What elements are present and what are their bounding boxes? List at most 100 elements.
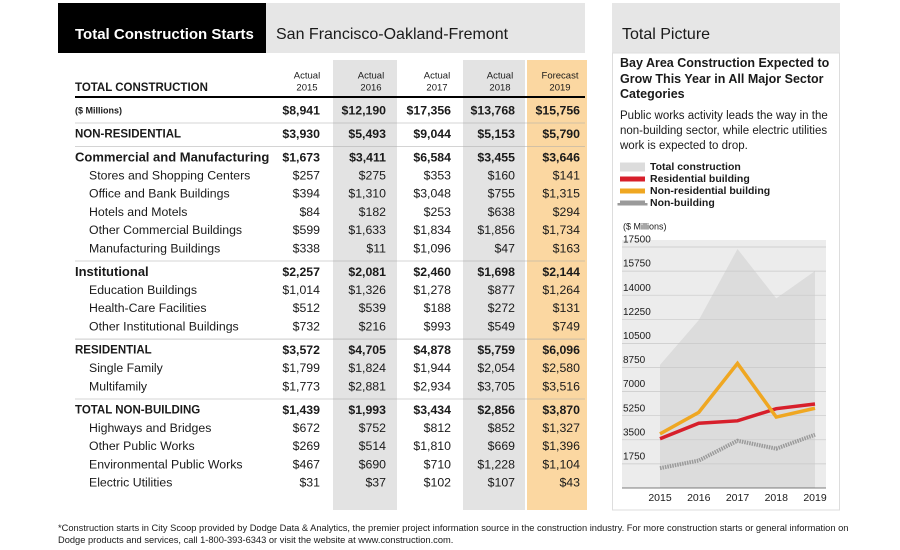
line [659,432,816,471]
cell: $1,014 [282,283,320,297]
cell: $5,790 [542,127,580,141]
row-label: Office and Bank Buildings [89,187,230,201]
column-year: 2016 [360,83,381,94]
sidebar-subtitle-box: Bay Area Construction Expected to Grow T… [620,56,830,101]
sidebar-text-box: Public works activity leads the way in t… [620,110,828,152]
x-tick-label: 2018 [765,492,789,504]
cell: $2,580 [542,361,580,375]
title: Total Construction Starts [75,26,254,43]
cell: $1,278 [413,283,451,297]
cell: $353 [424,168,452,182]
row-label: NON-RESIDENTIAL [75,129,181,141]
sidebar-subtitle: Bay Area Construction Expected to Grow T… [620,56,830,101]
cell: $5,493 [348,127,386,141]
cell: $47 [494,241,515,255]
cell: $638 [488,205,516,219]
row-label: Environmental Public Works [89,457,243,471]
cell: $512 [293,301,321,315]
column-year: 2018 [489,83,510,94]
cell: $852 [488,421,516,435]
column-year: 2015 [296,83,317,94]
y-tick-label: 15750 [623,259,651,270]
row-label: Commercial and Manufacturing [75,149,269,164]
y-tick-label: 7000 [623,379,646,390]
cell: $8,941 [282,103,320,117]
cell: $1,264 [542,283,580,297]
legend-swatch [620,162,645,172]
region-box [266,3,585,53]
row-label: Other Institutional Buildings [89,319,239,333]
cell: $294 [553,205,581,219]
legend-swatch [620,188,645,194]
cell: $1,228 [477,457,515,471]
cell: $2,881 [348,379,386,393]
cell: $216 [359,319,387,333]
cell: $672 [293,421,321,435]
cell: $163 [553,241,581,255]
cell: $1,734 [542,223,580,237]
cell: $9,044 [413,127,451,141]
cell: $2,856 [477,403,515,417]
footnote-box: *Construction starts in City Scoop provi… [58,523,849,545]
cell: $2,934 [413,379,451,393]
footnote: *Construction starts in City Scoop provi… [58,523,849,545]
cell: $131 [553,301,581,315]
cell: $2,257 [282,265,320,279]
cell: $188 [424,301,452,315]
cell: $3,411 [349,150,386,164]
column-status: Actual [358,71,384,82]
cell: $2,144 [542,265,580,279]
cell: $6,584 [413,150,451,164]
cell: $5,759 [477,343,515,357]
cell: $514 [359,439,387,453]
cell: $812 [424,421,452,435]
cell: $1,773 [282,379,320,393]
cell: $12,190 [342,103,387,117]
cell: $394 [293,187,321,201]
cell: $1,104 [542,457,580,471]
cell: $2,081 [348,265,386,279]
row-label: TOTAL NON-BUILDING [75,405,200,417]
cell: $1,824 [348,361,386,375]
sidebar-frame [612,52,840,511]
cell: $5,153 [477,127,515,141]
row-label: Manufacturing Buildings [89,241,220,255]
cell: $3,434 [413,403,451,417]
legend-label: Residential building [650,173,750,185]
cell: $599 [293,223,321,237]
column-status: Forecast [542,71,579,82]
row-label: Single Family [89,361,164,375]
x-tick-label: 2015 [648,492,672,504]
cell: $877 [488,283,516,297]
column-shade [463,60,525,510]
title-box [58,3,266,53]
cell: $3,048 [413,187,451,201]
row-label: Health-Care Facilities [89,301,207,315]
region: San Francisco-Oakland-Fremont [276,26,509,43]
cell: $1,396 [542,439,580,453]
y-tick-label: 5250 [623,403,646,414]
row-label: Multifamily [89,379,148,393]
legend-swatch [620,176,645,182]
forecast-shade [527,60,587,510]
row-label: Other Commercial Buildings [89,223,242,237]
cell: $31 [299,476,320,490]
cell: $3,870 [542,403,580,417]
cell: $749 [553,319,581,333]
cell: $1,993 [348,403,386,417]
cell: $539 [359,301,387,315]
cell: $1,310 [348,187,386,201]
row-label: Electric Utilities [89,476,172,490]
cell: $1,698 [477,265,515,279]
cell: $1,810 [413,439,451,453]
cell: $755 [488,187,516,201]
cell: $3,646 [542,150,580,164]
area [660,248,815,488]
line [659,360,816,436]
cell: $3,930 [282,127,320,141]
x-tick-label: 2017 [726,492,750,504]
column-status: Actual [487,71,513,82]
cell: $17,356 [407,103,452,117]
cell: $338 [293,241,321,255]
